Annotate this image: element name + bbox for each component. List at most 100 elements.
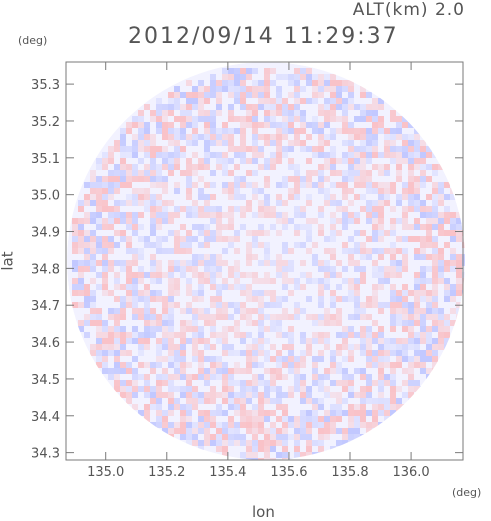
heatmap-cell <box>264 392 270 398</box>
heatmap-cell <box>210 314 216 320</box>
heatmap-cell <box>432 224 438 230</box>
heatmap-cell <box>264 230 270 236</box>
heatmap-cell <box>276 314 282 320</box>
heatmap-cell <box>360 422 366 428</box>
heatmap-cell <box>234 230 240 236</box>
heatmap-cell <box>378 410 384 416</box>
heatmap-cell <box>174 356 180 362</box>
heatmap-cell <box>276 140 282 146</box>
heatmap-cell <box>216 338 222 344</box>
heatmap-cell <box>426 326 432 332</box>
heatmap-cell <box>300 392 306 398</box>
heatmap-cell <box>270 428 276 434</box>
heatmap-cell <box>156 416 162 422</box>
heatmap-cell <box>264 194 270 200</box>
heatmap-cell <box>306 122 312 128</box>
heatmap-cell <box>324 392 330 398</box>
heatmap-cell <box>234 440 240 446</box>
heatmap-cell <box>192 86 198 92</box>
heatmap-cell <box>306 314 312 320</box>
heatmap-cell <box>252 386 258 392</box>
heatmap-cell <box>414 182 420 188</box>
heatmap-cell <box>150 392 156 398</box>
heatmap-cell <box>138 350 144 356</box>
heatmap-cell <box>366 314 372 320</box>
heatmap-cell <box>186 98 192 104</box>
heatmap-cell <box>426 236 432 242</box>
heatmap-cell <box>312 152 318 158</box>
heatmap-cell <box>246 116 252 122</box>
heatmap-cell <box>210 344 216 350</box>
heatmap-cell <box>348 86 354 92</box>
heatmap-cell <box>402 404 408 410</box>
heatmap-cell <box>156 170 162 176</box>
heatmap-cell <box>264 410 270 416</box>
heatmap-cell <box>330 158 336 164</box>
heatmap-cell <box>222 164 228 170</box>
heatmap-cell <box>282 428 288 434</box>
heatmap-cell <box>366 206 372 212</box>
heatmap-cell <box>282 182 288 188</box>
heatmap-cell <box>102 362 108 368</box>
heatmap-cell <box>354 278 360 284</box>
heatmap-cell <box>150 326 156 332</box>
heatmap-cell <box>168 308 174 314</box>
heatmap-cell <box>390 326 396 332</box>
heatmap-cell <box>162 344 168 350</box>
heatmap-cell <box>168 290 174 296</box>
heatmap-cell <box>450 284 456 290</box>
heatmap-cell <box>414 302 420 308</box>
heatmap-cell <box>414 236 420 242</box>
heatmap-cell <box>264 104 270 110</box>
heatmap-cell <box>378 128 384 134</box>
heatmap-cell <box>138 254 144 260</box>
heatmap-cell <box>354 128 360 134</box>
heatmap-cell <box>228 134 234 140</box>
heatmap-cell <box>228 194 234 200</box>
heatmap-cell <box>210 140 216 146</box>
heatmap-cell <box>300 338 306 344</box>
y-tick-label: 34.9 <box>31 226 60 241</box>
x-tick-label: 135.2 <box>148 465 185 480</box>
heatmap-cell <box>324 164 330 170</box>
heatmap-cell <box>366 218 372 224</box>
heatmap-cell <box>204 356 210 362</box>
heatmap-cell <box>264 458 270 460</box>
heatmap-cell <box>216 446 222 452</box>
heatmap-cell <box>288 356 294 362</box>
heatmap-cell <box>336 206 342 212</box>
heatmap-cell <box>288 92 294 98</box>
heatmap-cell <box>228 170 234 176</box>
heatmap-cell <box>252 410 258 416</box>
y-tick-label: 34.4 <box>31 410 60 425</box>
heatmap-cell <box>168 230 174 236</box>
heatmap-cell <box>174 158 180 164</box>
heatmap-cell <box>330 92 336 98</box>
heatmap-cell <box>432 212 438 218</box>
heatmap-cell <box>222 392 228 398</box>
heatmap-cell <box>132 326 138 332</box>
heatmap-cell <box>372 422 378 428</box>
heatmap-cell <box>330 182 336 188</box>
heatmap-cell <box>402 122 408 128</box>
heatmap-cell <box>252 146 258 152</box>
heatmap-cell <box>276 440 282 446</box>
heatmap-cell <box>288 314 294 320</box>
heatmap-cell <box>96 200 102 206</box>
heatmap-cell <box>366 428 372 434</box>
heatmap-cell <box>96 164 102 170</box>
heatmap-cell <box>186 374 192 380</box>
heatmap-cell <box>444 218 450 224</box>
heatmap-cell <box>246 386 252 392</box>
heatmap-cell <box>390 134 396 140</box>
heatmap-cell <box>306 398 312 404</box>
heatmap-cell <box>324 368 330 374</box>
heatmap-cell <box>378 278 384 284</box>
heatmap-cell <box>126 248 132 254</box>
heatmap-cell <box>330 422 336 428</box>
heatmap-cell <box>294 380 300 386</box>
heatmap-cell <box>180 404 186 410</box>
heatmap-cell <box>348 188 354 194</box>
heatmap-cell <box>114 386 120 392</box>
heatmap-cell <box>198 134 204 140</box>
